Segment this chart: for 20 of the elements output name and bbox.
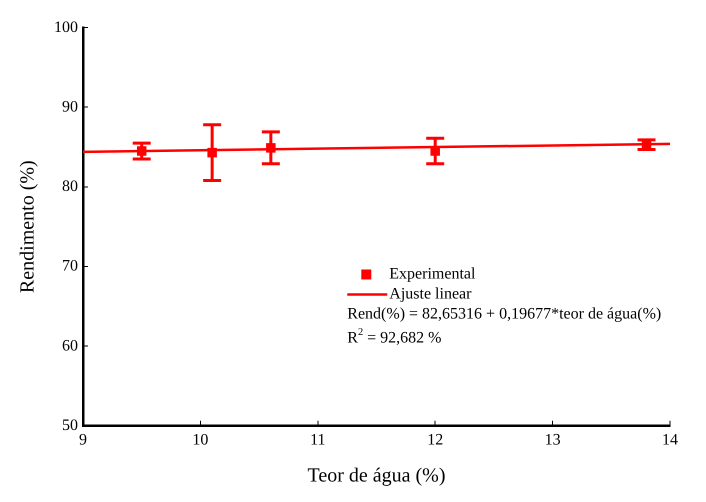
x-tick-label: 14 bbox=[662, 432, 678, 449]
legend-label: Ajuste linear bbox=[389, 286, 472, 303]
x-tick-label: 9 bbox=[79, 432, 87, 449]
annotation: Rend(%) = 82,65316 + 0,19677*teor de água(%) bbox=[347, 306, 662, 323]
x-tick-label: 10 bbox=[192, 432, 208, 449]
x-axis-title: Teor de água (%) bbox=[308, 464, 446, 486]
y-tick-label: 90 bbox=[62, 98, 78, 116]
y-tick-label: 100 bbox=[54, 18, 78, 36]
y-tick-label: 60 bbox=[62, 337, 78, 354]
y-tick-label: 50 bbox=[62, 417, 78, 434]
x-tick-label: 13 bbox=[544, 432, 561, 449]
y-tick-label: 80 bbox=[62, 178, 78, 196]
x-tick-label: 11 bbox=[310, 432, 326, 449]
point bbox=[642, 140, 652, 150]
x-tick-label: 12 bbox=[427, 432, 444, 449]
legend-label: Experimental bbox=[389, 266, 476, 283]
y-tick-label: 70 bbox=[62, 258, 78, 275]
point bbox=[266, 143, 276, 153]
y-axis-title: Rendimento (%) bbox=[16, 160, 38, 294]
point bbox=[207, 148, 217, 158]
